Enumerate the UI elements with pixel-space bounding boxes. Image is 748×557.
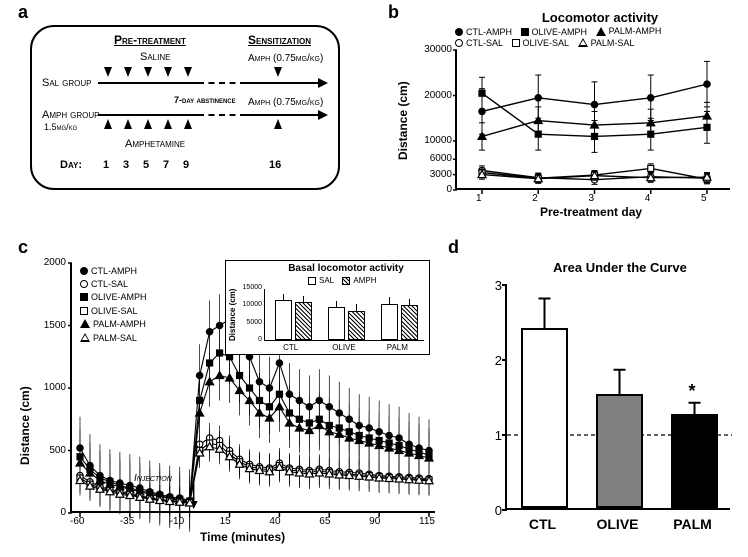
day-3: 3: [123, 159, 129, 171]
label-sal-group: Sal group: [42, 77, 92, 89]
label-amph-group: Amph group: [42, 109, 100, 121]
arrow-down-icon: [104, 67, 112, 77]
inset-title: Basal locomotor activity: [266, 263, 426, 274]
legend-item: OLIVE-AMPH: [521, 27, 588, 37]
inset-basal: Basal locomotor activity Distance (cm) S…: [225, 260, 430, 355]
label-amph-dose-bottom: Amph (0.75mg/kg): [248, 97, 323, 108]
panel-label-a: a: [18, 2, 28, 23]
day-5: 5: [143, 159, 149, 171]
inset-ylabel: Distance (cm): [228, 289, 237, 341]
arrow-down-icon: [184, 67, 192, 77]
inset-plot: [264, 289, 424, 341]
chart-b-plot: [455, 50, 730, 190]
chart-auc: Area Under the Curve 0123 CTLOLIVEPALM *: [470, 260, 740, 548]
legend-item: CTL-AMPH: [455, 27, 512, 37]
arrow-up-icon: [164, 119, 172, 129]
chart-c-xlabel: Time (minutes): [200, 530, 285, 544]
legend-item: SAL: [308, 276, 334, 285]
label-amph-dose-top: Amph (0.75mg/kg): [248, 53, 323, 64]
timeline-arrow: [246, 114, 326, 116]
arrow-down-icon: [164, 67, 172, 77]
legend-label: AMPH: [353, 276, 376, 285]
injection-label: Injection: [134, 473, 172, 484]
chart-b-ylabel: Distance (cm): [396, 81, 410, 160]
legend-label: PALM-SAL: [591, 38, 635, 48]
legend-item: PALM-AMPH: [596, 26, 662, 36]
legend-label: SAL: [319, 276, 334, 285]
chart-b-legend: CTL-AMPH OLIVE-AMPH PALM-AMPH CTL-SAL OL…: [455, 26, 745, 49]
legend-label: OLIVE-AMPH: [532, 27, 588, 37]
legend-item: PALM-SAL: [578, 38, 635, 48]
day-9: 9: [183, 159, 189, 171]
arrow-up-icon: [184, 119, 192, 129]
arrow-down-icon: [274, 67, 282, 77]
label-day: Day:: [60, 159, 82, 171]
timeline-dashed: [198, 82, 246, 84]
chart-d-title: Area Under the Curve: [510, 260, 730, 275]
legend-label: CTL-SAL: [466, 38, 503, 48]
legend-item: CTL-SAL: [455, 38, 503, 48]
legend-label: PALM-AMPH: [609, 26, 662, 36]
panel-label-b: b: [388, 2, 399, 23]
label-abstinence: 7-day abstinence: [174, 95, 236, 105]
arrow-up-icon: [104, 119, 112, 129]
heading-sensitization: Sensitization: [248, 33, 311, 47]
arrow-up-icon: [124, 119, 132, 129]
label-saline: Saline: [140, 51, 170, 63]
day-1: 1: [103, 159, 109, 171]
arrow-up-icon: [144, 119, 152, 129]
legend-label: CTL-AMPH: [466, 27, 512, 37]
heading-pretreatment: Pre-treatment: [114, 33, 186, 47]
day-16: 16: [269, 159, 281, 171]
timeline-line: [98, 82, 198, 84]
arrow-up-icon: [274, 119, 282, 129]
timeline-arrow: [246, 82, 326, 84]
day-7: 7: [163, 159, 169, 171]
chart-b-xlabel: Pre-treatment day: [540, 205, 642, 219]
chart-locomotor: Locomotor activity Distance (cm) Pre-tre…: [400, 10, 740, 225]
chart-d-plot: [505, 285, 730, 510]
timeline-line: [98, 114, 198, 116]
chart-b-title: Locomotor activity: [490, 10, 710, 25]
legend-item: OLIVE-SAL: [512, 38, 570, 48]
arrow-down-icon: [144, 67, 152, 77]
panel-label-d: d: [448, 237, 459, 258]
legend-label: OLIVE-SAL: [523, 38, 570, 48]
label-amphetamine: Amphetamine: [125, 138, 185, 150]
arrow-down-icon: [124, 67, 132, 77]
label-amph-group-dose: 1.5mg/kg: [44, 122, 77, 132]
protocol-diagram: Pre-treatment Sensitization Saline Amph …: [30, 15, 340, 195]
figure: a b c d Pre-treatment Sensitization Sali…: [0, 0, 748, 557]
timeline-dashed: [198, 114, 246, 116]
inset-legend: SAL AMPH: [308, 276, 382, 287]
legend-item: AMPH: [342, 276, 376, 285]
chart-timecourse: Distance (cm) Time (minutes) CTL-AMPH CT…: [20, 255, 440, 550]
